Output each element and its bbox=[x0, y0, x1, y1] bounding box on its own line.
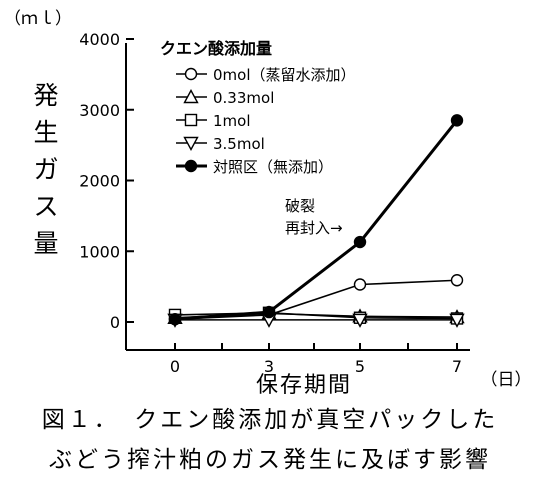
y-tick-label: 3000 bbox=[79, 101, 120, 120]
data-point bbox=[450, 114, 464, 127]
data-point bbox=[262, 305, 276, 319]
y-axis-label-char: ス bbox=[33, 192, 58, 221]
y-tick-label: 2000 bbox=[79, 172, 120, 191]
y-axis-label-char: ガ bbox=[33, 155, 58, 184]
legend-marker bbox=[184, 67, 198, 81]
x-ticks: 0 3 5 7 bbox=[170, 343, 462, 376]
series-line bbox=[174, 119, 459, 321]
series-line bbox=[174, 312, 458, 320]
figure-caption-line-1: 図１． クエン酸添加が真空パックした bbox=[41, 407, 499, 433]
legend-label: 0mol（蒸留水添加） bbox=[213, 66, 356, 84]
x-tick-label: 7 bbox=[452, 357, 462, 376]
data-point bbox=[450, 274, 464, 287]
legend-entry: 3.5mol bbox=[176, 135, 265, 153]
y-axis-label-char: 量 bbox=[33, 229, 58, 258]
series-lines bbox=[167, 114, 465, 328]
x-unit-label: （日） bbox=[481, 370, 532, 390]
y-axis-label-char: 発 bbox=[33, 81, 58, 110]
legend: 0mol（蒸留水添加） 0.33mol 1mol 3.5mol 対照区（無添加） bbox=[176, 66, 356, 176]
legend-marker bbox=[183, 136, 199, 151]
legend-title: クエン酸添加量 bbox=[160, 39, 272, 58]
figure-caption-line-2: ぶどう搾汁粕のガス発生に及ぼす影響 bbox=[49, 447, 491, 473]
legend-entry: 対照区（無添加） bbox=[176, 158, 333, 176]
y-tick-label: 0 bbox=[110, 313, 120, 332]
data-point bbox=[353, 278, 367, 291]
data-point bbox=[168, 312, 182, 326]
legend-label: 1mol bbox=[213, 112, 251, 130]
annotation-label: 再封入→ bbox=[285, 219, 343, 237]
x-axis-label: 保存期間 bbox=[256, 373, 352, 398]
data-point bbox=[352, 313, 368, 328]
legend-marker bbox=[184, 159, 198, 173]
y-unit-label: （ｍｌ） bbox=[4, 9, 72, 29]
legend-marker bbox=[183, 89, 199, 104]
x-tick-label: 3 bbox=[264, 357, 274, 376]
legend-entry: 0.33mol bbox=[176, 89, 274, 107]
series-5 bbox=[168, 114, 464, 326]
legend-entry: 1mol bbox=[176, 112, 251, 130]
y-axis-label-char: 生 bbox=[33, 118, 58, 147]
x-tick-label: 5 bbox=[355, 357, 365, 376]
legend-marker bbox=[184, 113, 198, 127]
y-ticks: 0 1000 2000 3000 4000 bbox=[79, 30, 134, 332]
data-point bbox=[353, 235, 367, 249]
annotation-label: 破裂 bbox=[285, 197, 315, 215]
legend-label: 3.5mol bbox=[213, 135, 265, 153]
x-tick-label: 0 bbox=[170, 357, 180, 376]
data-point bbox=[449, 313, 465, 328]
y-tick-label: 1000 bbox=[79, 242, 120, 261]
legend-label: 対照区（無添加） bbox=[213, 158, 333, 176]
y-tick-label: 4000 bbox=[79, 30, 120, 49]
legend-entry: 0mol（蒸留水添加） bbox=[176, 66, 356, 84]
legend-label: 0.33mol bbox=[213, 89, 274, 107]
